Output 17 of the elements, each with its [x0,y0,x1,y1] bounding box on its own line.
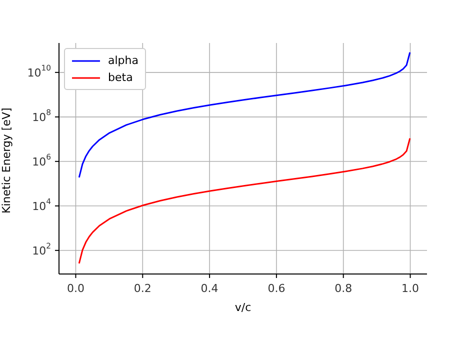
x-tick-label: 1.0 [402,282,420,294]
y-tick-label: 10$^{4}$ [32,196,52,212]
line-series [78,138,411,264]
y-tick-label: 10$^{2}$ [32,241,52,257]
y-tick-label: 10$^{8}$ [32,108,52,124]
x-tick-label: 0.8 [334,282,352,294]
y-tick-label: 10$^{6}$ [32,152,52,168]
x-axis-title: v/c [234,301,252,314]
x-tick-label: 0.4 [200,282,218,294]
line-series [78,52,411,178]
y-tick-label: 10$^{10}$ [27,63,52,79]
legend-label: alpha [108,54,138,67]
x-tick-label: 0.0 [66,282,84,294]
y-axis-title: Kinetic Energy [eV] [0,108,13,214]
legend-label: beta [108,71,133,84]
x-tick-label: 0.2 [134,282,152,294]
x-tick-label: 0.6 [268,282,286,294]
